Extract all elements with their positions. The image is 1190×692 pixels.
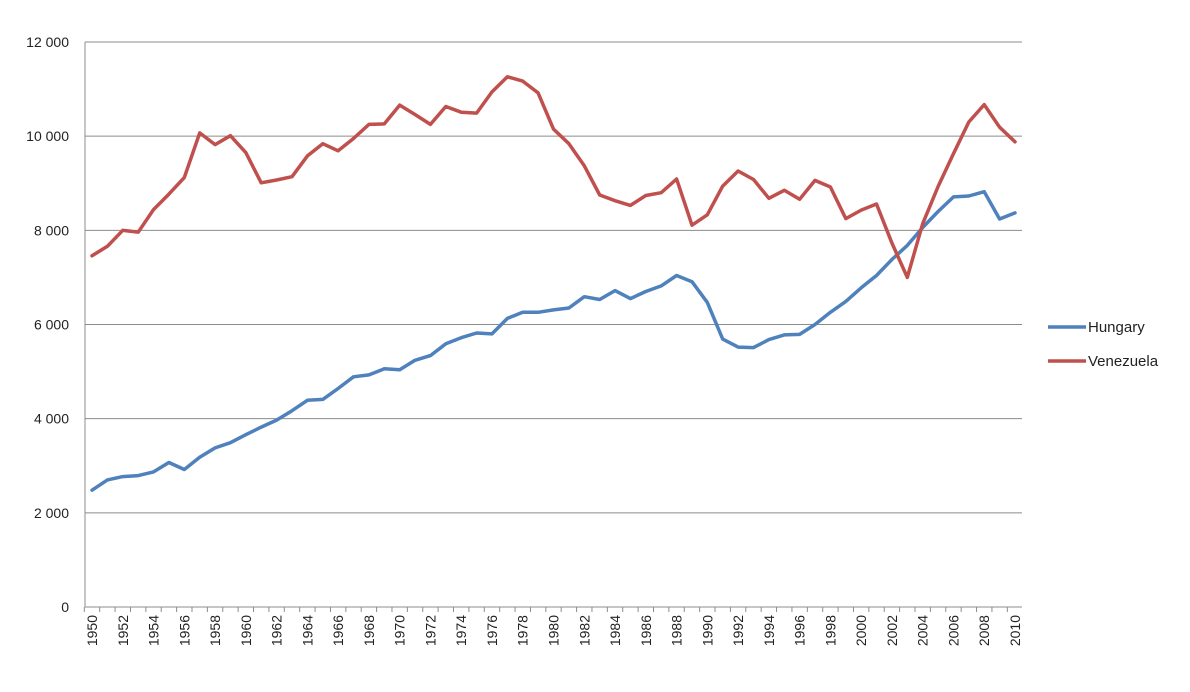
y-tick-label: 6 000 (34, 317, 69, 333)
x-tick-label: 1978 (515, 615, 531, 646)
y-axis-tick-labels: 0 2 000 4 000 6 000 8 000 10 000 12 000 (26, 34, 69, 615)
x-tick-label: 1950 (84, 615, 100, 646)
y-tick-label: 10 000 (26, 128, 69, 144)
x-tick-label: 2006 (945, 615, 961, 646)
x-tick-label: 1970 (392, 615, 408, 646)
legend-label-venezuela: Venezuela (1088, 353, 1159, 370)
x-tick-label: 1984 (607, 615, 623, 646)
x-tick-label: 1966 (330, 615, 346, 646)
x-tick-label: 1996 (792, 615, 808, 646)
y-tick-label: 4 000 (34, 411, 69, 427)
x-axis-tick-labels: 1950 1952 1954 1956 1958 1960 1962 1964 1966 1968… (84, 615, 1023, 646)
x-tick-label: 1958 (207, 615, 223, 646)
gridlines (83, 41, 1022, 612)
x-tick-label: 1960 (238, 615, 254, 646)
x-tick-label: 1972 (422, 615, 438, 646)
x-tick-label: 1962 (269, 615, 285, 646)
y-tick-label: 2 000 (34, 505, 69, 521)
x-tick-label: 1954 (146, 615, 162, 646)
x-tick-label: 1974 (453, 615, 469, 646)
x-tick-label: 1998 (822, 615, 838, 646)
series-line-hungary (90, 189, 1017, 492)
x-tick-label: 2008 (976, 615, 992, 646)
x-tick-label: 1990 (699, 615, 715, 646)
x-tick-label: 1992 (730, 615, 746, 646)
y-tick-label: 8 000 (34, 222, 69, 238)
series-line-venezuela (90, 75, 1017, 280)
x-tick-label: 1964 (299, 615, 315, 646)
legend-label-hungary: Hungary (1088, 319, 1145, 336)
x-tick-label: 2000 (853, 615, 869, 646)
x-tick-label: 1980 (546, 615, 562, 646)
x-tick-label: 2002 (884, 615, 900, 646)
x-tick-label: 2010 (1007, 615, 1023, 646)
x-tick-label: 2004 (915, 615, 931, 646)
x-tick-label: 1986 (638, 615, 654, 646)
y-tick-label: 0 (61, 599, 69, 615)
x-tick-label: 1994 (761, 615, 777, 646)
series-lines (90, 75, 1017, 492)
x-tick-label: 1956 (176, 615, 192, 646)
legend: Hungary Venezuela (1048, 319, 1159, 370)
y-tick-label: 12 000 (26, 34, 69, 50)
x-tick-label: 1952 (115, 615, 131, 646)
x-tick-label: 1982 (576, 615, 592, 646)
x-tick-label: 1988 (669, 615, 685, 646)
x-tick-label: 1976 (484, 615, 500, 646)
x-tick-label: 1968 (361, 615, 377, 646)
